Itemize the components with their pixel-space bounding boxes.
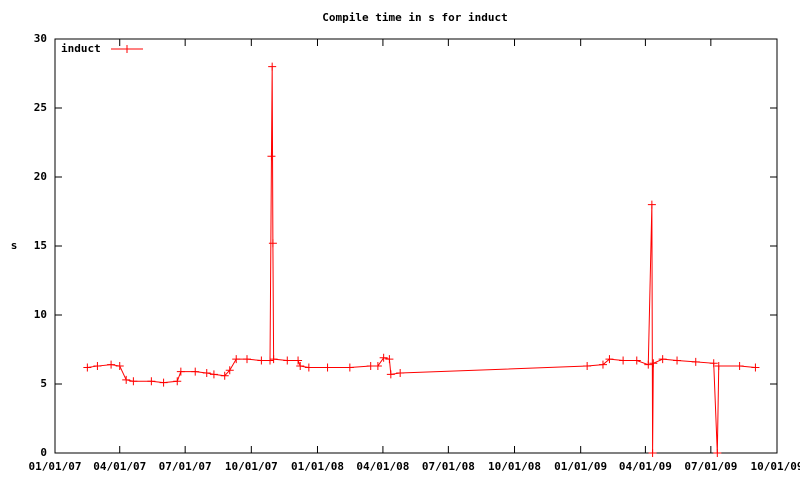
x-tick-label: 10/01/08 (488, 460, 541, 473)
chart-title: Compile time in s for induct (322, 11, 507, 24)
point (191, 367, 200, 376)
point (83, 363, 92, 372)
point (266, 356, 275, 365)
plot-frame (54, 38, 778, 454)
point (691, 357, 700, 366)
point (115, 362, 124, 371)
point (386, 370, 395, 379)
point (648, 449, 657, 457)
y-tick-label: 15 (34, 239, 47, 252)
point (709, 359, 718, 368)
point (294, 356, 303, 365)
point (366, 362, 375, 371)
point (243, 355, 252, 364)
x-tick-label: 07/01/09 (684, 460, 737, 473)
x-tick-label: 04/01/08 (356, 460, 409, 473)
point (658, 355, 667, 364)
x-tick-label: 10/01/09 (751, 460, 800, 473)
x-tick-label: 01/01/07 (29, 460, 82, 473)
x-tick-label: 07/01/07 (159, 460, 212, 473)
point (225, 366, 234, 375)
point (209, 370, 218, 379)
legend-swatch (111, 45, 143, 53)
point (93, 362, 102, 371)
x-tick-label: 01/01/09 (554, 460, 607, 473)
x-tick-label: 04/01/09 (619, 460, 672, 473)
point (173, 377, 182, 386)
point (147, 377, 156, 386)
point (129, 377, 138, 386)
y-tick-label: 30 (34, 32, 47, 45)
point (323, 363, 332, 372)
point (605, 355, 614, 364)
point (735, 362, 744, 371)
point (619, 356, 628, 365)
y-tick-label: 25 (34, 101, 47, 114)
point (232, 355, 241, 364)
x-tick-label: 04/01/07 (93, 460, 146, 473)
point (396, 368, 405, 377)
point (202, 368, 211, 377)
point (649, 359, 658, 368)
point (107, 360, 116, 369)
point (673, 356, 682, 365)
point (268, 62, 277, 71)
point (257, 356, 266, 365)
point (379, 353, 388, 362)
x-tick-label: 07/01/08 (422, 460, 475, 473)
point (269, 355, 278, 364)
point (385, 355, 394, 364)
y-tick-label: 20 (34, 170, 47, 183)
point (176, 367, 185, 376)
x-tick-label: 01/01/08 (291, 460, 344, 473)
y-tick-label: 10 (34, 308, 47, 321)
point (122, 375, 131, 384)
series-line (87, 66, 756, 454)
point (296, 362, 305, 371)
point (159, 378, 168, 387)
point (373, 362, 382, 371)
point (304, 363, 313, 372)
point (583, 362, 592, 371)
point (713, 449, 722, 457)
point (714, 362, 723, 371)
y-tick-label: 0 (40, 446, 47, 459)
y-tick-label: 5 (40, 377, 47, 390)
legend-label: induct (61, 42, 101, 55)
point (644, 360, 653, 369)
point (267, 152, 276, 161)
point (345, 363, 354, 372)
point (598, 360, 607, 369)
point (647, 200, 656, 209)
point (268, 239, 277, 248)
point (220, 371, 229, 380)
point (632, 356, 641, 365)
x-tick-label: 10/01/07 (225, 460, 278, 473)
y-axis-label: s (11, 239, 18, 252)
point (283, 356, 292, 365)
point (751, 363, 760, 372)
